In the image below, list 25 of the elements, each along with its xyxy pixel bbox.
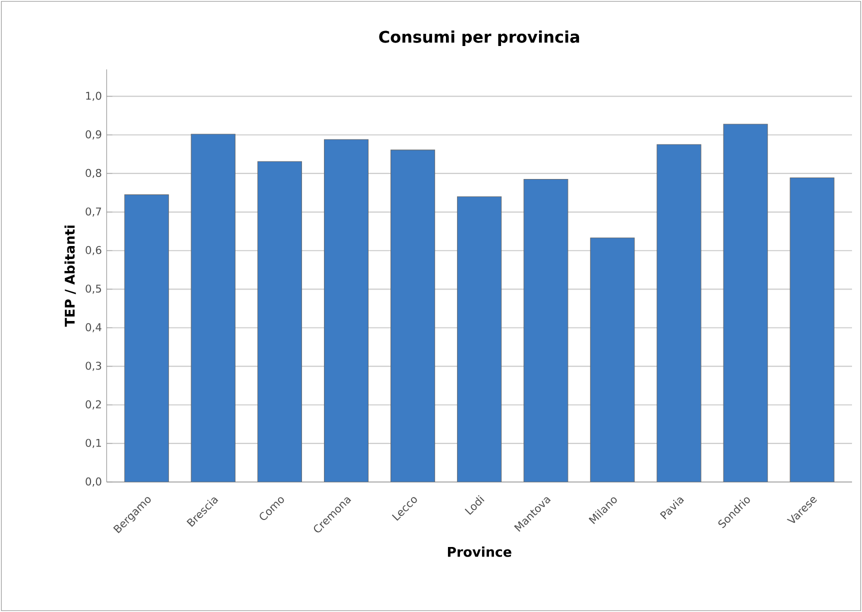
y-axis-title: TEP / Abitanti — [64, 226, 76, 327]
y-tick-label: 0,8 — [86, 168, 102, 178]
y-tick-label: 0,1 — [86, 438, 101, 448]
y-tick-label: 1,0 — [86, 92, 102, 101]
y-tick-label: 0,4 — [86, 323, 102, 332]
bar — [457, 196, 502, 482]
bar — [390, 150, 436, 482]
bar — [656, 144, 702, 482]
y-tick-label: 0,6 — [86, 246, 102, 256]
y-tick-label: 0,2 — [86, 400, 101, 410]
bar — [723, 124, 768, 482]
bar — [257, 161, 302, 482]
y-tick-label: 0,3 — [86, 362, 102, 371]
y-tick-label: 0,5 — [86, 284, 102, 294]
y-tick-label: 0,9 — [86, 130, 102, 140]
x-axis-title: Province — [448, 546, 512, 557]
y-tick-label: 0,0 — [86, 477, 102, 487]
chart-title: Consumi per provincia — [379, 30, 580, 46]
bar — [124, 194, 169, 482]
y-tick-label: 0,7 — [86, 207, 102, 217]
bar — [190, 134, 236, 482]
bar — [790, 177, 834, 482]
bar — [324, 139, 369, 482]
bar — [524, 178, 568, 482]
bar — [590, 238, 635, 482]
